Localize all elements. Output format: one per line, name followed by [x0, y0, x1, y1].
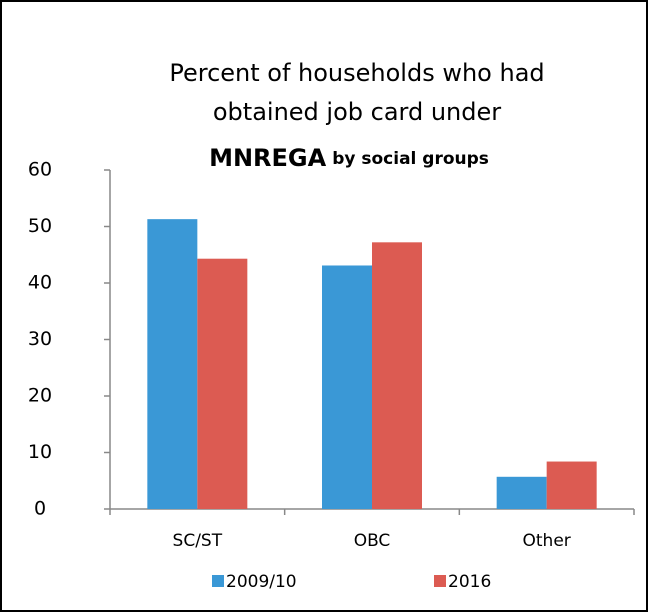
x-tick-label: OBC — [354, 531, 391, 551]
bar — [322, 265, 372, 509]
chart-title-line: obtained job card under — [213, 98, 501, 126]
y-tick-label: 30 — [28, 328, 52, 350]
bar — [372, 242, 422, 509]
chart-title-line: MNREGA by social groups — [209, 144, 489, 172]
legend-swatch — [212, 575, 224, 587]
x-tick-label: SC/ST — [173, 531, 223, 551]
y-tick-label: 50 — [28, 215, 52, 237]
x-tick-label: Other — [523, 531, 571, 551]
y-tick-label: 10 — [28, 441, 52, 463]
bar — [197, 258, 248, 509]
legend-label: 2016 — [448, 572, 491, 592]
bar — [496, 476, 547, 509]
chart-title-emphasis: MNREGA — [209, 144, 327, 172]
chart-title-line: Percent of households who had — [169, 59, 544, 87]
chart-title-tail: by social groups — [332, 149, 489, 169]
y-tick-label: 40 — [28, 272, 52, 294]
legend-label: 2009/10 — [226, 572, 297, 592]
y-tick-label: 0 — [34, 498, 46, 520]
bar — [546, 461, 597, 509]
bar — [147, 219, 198, 509]
y-tick-label: 60 — [28, 159, 52, 181]
y-tick-label: 20 — [28, 385, 52, 407]
legend-swatch — [434, 575, 446, 587]
